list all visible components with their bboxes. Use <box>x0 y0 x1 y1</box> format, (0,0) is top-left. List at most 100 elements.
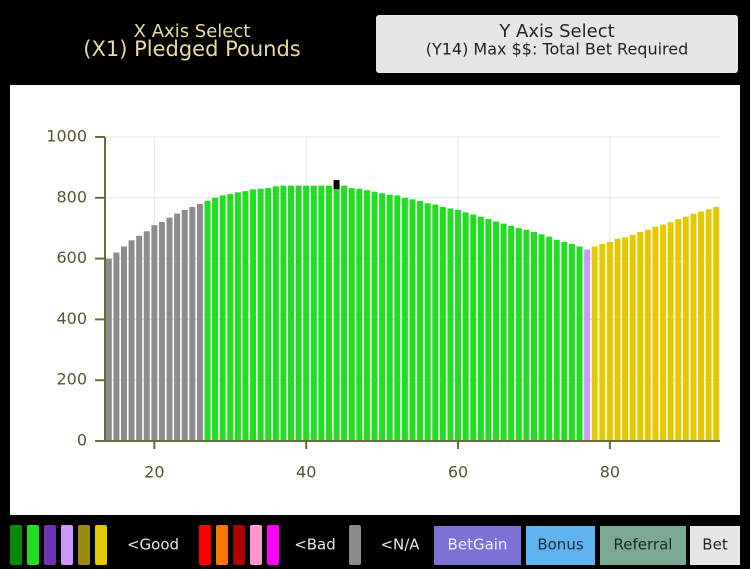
bar <box>660 224 667 441</box>
bar <box>584 249 591 441</box>
bar <box>439 206 446 441</box>
bar <box>105 258 112 441</box>
legend-swatch <box>44 525 56 565</box>
bar <box>325 185 332 441</box>
bar <box>622 237 629 441</box>
y-tick-label: 1000 <box>46 127 87 146</box>
bar <box>189 206 196 441</box>
bar <box>568 244 575 441</box>
legend-swatch <box>61 525 73 565</box>
bar <box>523 229 530 441</box>
bar <box>485 219 492 441</box>
legend-swatch <box>27 525 39 565</box>
chart: 0 200 400 600 800 1000 20 40 60 80 <box>46 127 720 482</box>
x-tick-label: 40 <box>296 463 316 482</box>
bar <box>576 246 583 441</box>
bar <box>158 222 165 441</box>
bar <box>166 217 173 441</box>
y-select-button[interactable] <box>376 15 738 73</box>
bar <box>470 214 477 441</box>
highlight-marker <box>333 180 340 190</box>
bar <box>424 203 431 441</box>
bar <box>379 193 386 441</box>
button[interactable] <box>434 526 521 565</box>
bar <box>538 234 545 441</box>
bar <box>363 190 370 441</box>
bar <box>280 185 287 441</box>
bar <box>417 200 424 441</box>
bar <box>455 209 462 441</box>
y-tick-label: 400 <box>56 309 87 328</box>
bar <box>606 241 613 441</box>
bar <box>250 189 257 441</box>
button[interactable] <box>600 526 686 565</box>
bar <box>227 194 234 441</box>
legend-swatch <box>267 525 279 565</box>
bar <box>705 209 712 441</box>
y-select-value: (Y14) Max $$: Total Bet Required <box>426 40 689 59</box>
bar <box>530 231 537 441</box>
x-select-title: X Axis Select <box>134 21 251 42</box>
bar <box>614 238 621 441</box>
bar <box>219 195 226 441</box>
y-tick-label: 0 <box>77 431 87 450</box>
bar <box>644 229 651 441</box>
bar <box>151 225 158 441</box>
bar <box>128 240 135 441</box>
bar <box>257 188 264 441</box>
bar <box>493 221 500 441</box>
legend-swatch <box>10 525 22 565</box>
y-tick-label: 800 <box>56 187 87 206</box>
legend-label: <Bad <box>294 536 336 554</box>
legend-swatch <box>233 525 245 565</box>
bar <box>242 191 249 441</box>
button-label: Referral <box>614 536 673 554</box>
legend-label: <N/A <box>380 536 420 554</box>
y-tick-label: 200 <box>56 370 87 389</box>
bar <box>196 203 203 441</box>
bar <box>386 194 393 441</box>
bar <box>341 185 348 441</box>
legend-swatch <box>78 525 90 565</box>
bar <box>318 185 325 441</box>
bar <box>500 223 507 441</box>
bar <box>667 222 674 441</box>
bar <box>462 212 469 441</box>
x-tick-label: 60 <box>448 463 468 482</box>
y-axis-select[interactable]: Y Axis Select (Y14) Max $$: Total Bet Re… <box>376 15 738 73</box>
bar <box>447 208 454 441</box>
bar <box>599 244 606 441</box>
bar <box>181 209 188 441</box>
x-tick-label: 20 <box>144 463 164 482</box>
bar <box>432 204 439 441</box>
button-label: Bonus <box>537 536 583 554</box>
bar <box>113 252 120 441</box>
bar <box>234 192 241 441</box>
legend-swatch <box>199 525 211 565</box>
bar <box>690 213 697 441</box>
bar <box>515 228 522 441</box>
bar <box>371 191 378 441</box>
bar <box>713 206 720 441</box>
button[interactable] <box>690 526 740 565</box>
bar <box>143 231 150 441</box>
x-axis-select[interactable]: X Axis Select (X1) Pledged Pounds <box>83 21 300 61</box>
y-tick-label: 600 <box>56 248 87 267</box>
bar <box>629 234 636 441</box>
x-select-value: (X1) Pledged Pounds <box>83 37 300 61</box>
bar <box>272 186 279 441</box>
bar <box>288 185 295 441</box>
button-label: BetGain <box>448 536 508 554</box>
button-label: Bet <box>702 536 728 554</box>
bar <box>591 246 598 441</box>
bar <box>204 200 211 441</box>
bar <box>333 185 340 441</box>
legend-swatch <box>250 525 262 565</box>
bar <box>303 185 310 441</box>
bar <box>212 197 219 441</box>
button[interactable] <box>526 526 595 565</box>
bar <box>698 211 705 441</box>
bar <box>637 231 644 441</box>
bar <box>477 216 484 441</box>
